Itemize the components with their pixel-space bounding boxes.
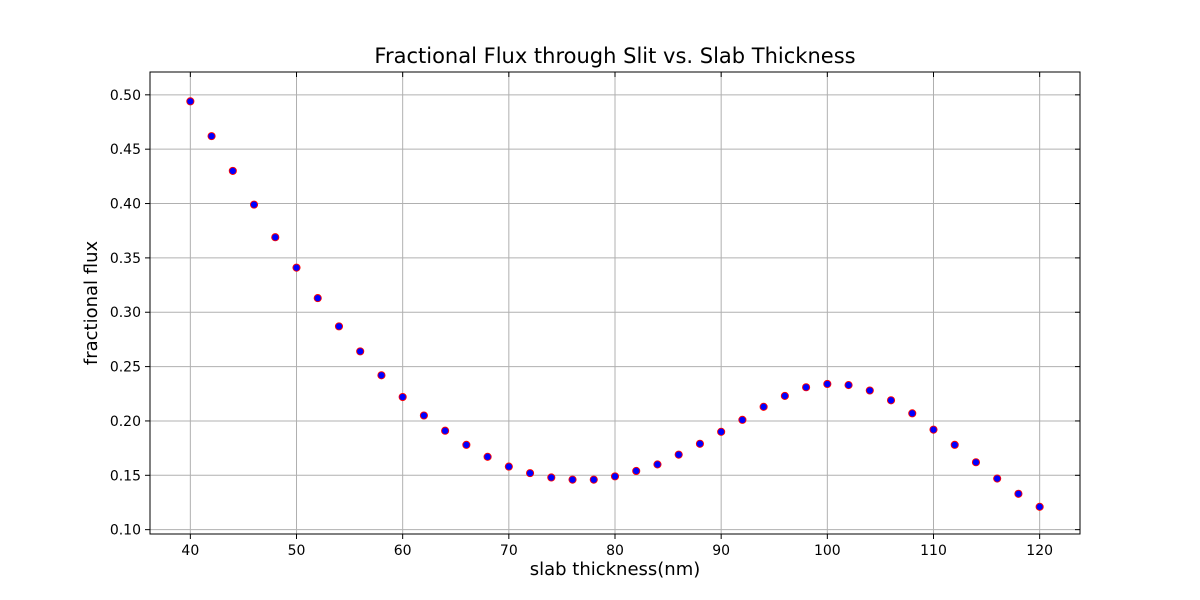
data-point xyxy=(802,383,811,392)
x-tick-label: 90 xyxy=(712,543,730,559)
data-point xyxy=(398,392,407,402)
data-point xyxy=(228,166,237,175)
data-point xyxy=(462,440,471,449)
data-point xyxy=(886,396,896,405)
data-point xyxy=(1014,489,1023,498)
data-point xyxy=(334,322,344,331)
data-point xyxy=(929,425,938,434)
data-point xyxy=(207,132,216,141)
data-point xyxy=(483,452,492,461)
data-points xyxy=(186,97,1044,511)
tick-layer: 40 50 60 70 80 90 100 110 120 0.10 0.15 0.20 0.25 0.3… xyxy=(110,72,1080,559)
data-point xyxy=(377,371,386,380)
x-tick-label: 110 xyxy=(920,543,947,559)
y-tick-label: 0.15 xyxy=(110,468,141,484)
x-tick-label: 40 xyxy=(181,543,199,559)
data-point xyxy=(526,469,535,478)
data-point xyxy=(610,472,620,481)
data-point xyxy=(780,391,789,400)
data-point xyxy=(653,460,662,469)
data-point xyxy=(186,97,195,106)
x-tick-label: 120 xyxy=(1026,543,1053,559)
y-tick-label: 0.45 xyxy=(110,142,141,158)
x-axis-label: slab thickness(nm) xyxy=(530,559,701,580)
data-point xyxy=(249,200,259,209)
data-point xyxy=(738,415,747,424)
data-point xyxy=(356,347,365,356)
y-tick-label: 0.40 xyxy=(110,197,141,213)
y-tick-label: 0.10 xyxy=(110,523,141,539)
plot-frame xyxy=(149,71,1081,535)
y-tick-label: 0.50 xyxy=(110,88,141,104)
y-tick-label: 0.35 xyxy=(110,251,141,267)
data-point xyxy=(547,473,556,482)
x-tick-label: 100 xyxy=(814,543,841,559)
data-point xyxy=(823,379,832,389)
y-tick-label: 0.25 xyxy=(110,360,141,376)
data-point xyxy=(271,233,280,242)
data-point xyxy=(632,466,641,476)
x-tick-label: 80 xyxy=(606,543,624,559)
x-tick-label: 70 xyxy=(500,543,518,559)
y-axis-label: fractional flux xyxy=(81,241,102,366)
data-point xyxy=(441,426,450,435)
x-tick-label: 60 xyxy=(394,543,412,559)
data-point xyxy=(419,411,428,420)
data-point xyxy=(589,475,598,484)
data-point xyxy=(950,440,959,449)
grid-layer xyxy=(150,72,1080,534)
data-point xyxy=(971,458,981,467)
data-point xyxy=(908,409,917,418)
data-point xyxy=(695,439,704,448)
data-point xyxy=(844,381,853,390)
y-tick-label: 0.30 xyxy=(110,305,141,321)
chart-title: Fractional Flux through Slit vs. Slab Th… xyxy=(374,44,855,68)
data-point xyxy=(717,427,726,436)
data-point xyxy=(759,402,768,411)
data-point xyxy=(674,450,683,459)
y-tick-label: 0.20 xyxy=(110,414,141,430)
data-point xyxy=(1035,502,1044,511)
data-point xyxy=(865,386,874,395)
data-point xyxy=(313,294,322,303)
data-point xyxy=(993,474,1002,483)
x-tick-label: 50 xyxy=(288,543,306,559)
data-point xyxy=(568,475,577,484)
data-point xyxy=(504,462,513,471)
data-point xyxy=(292,263,301,272)
